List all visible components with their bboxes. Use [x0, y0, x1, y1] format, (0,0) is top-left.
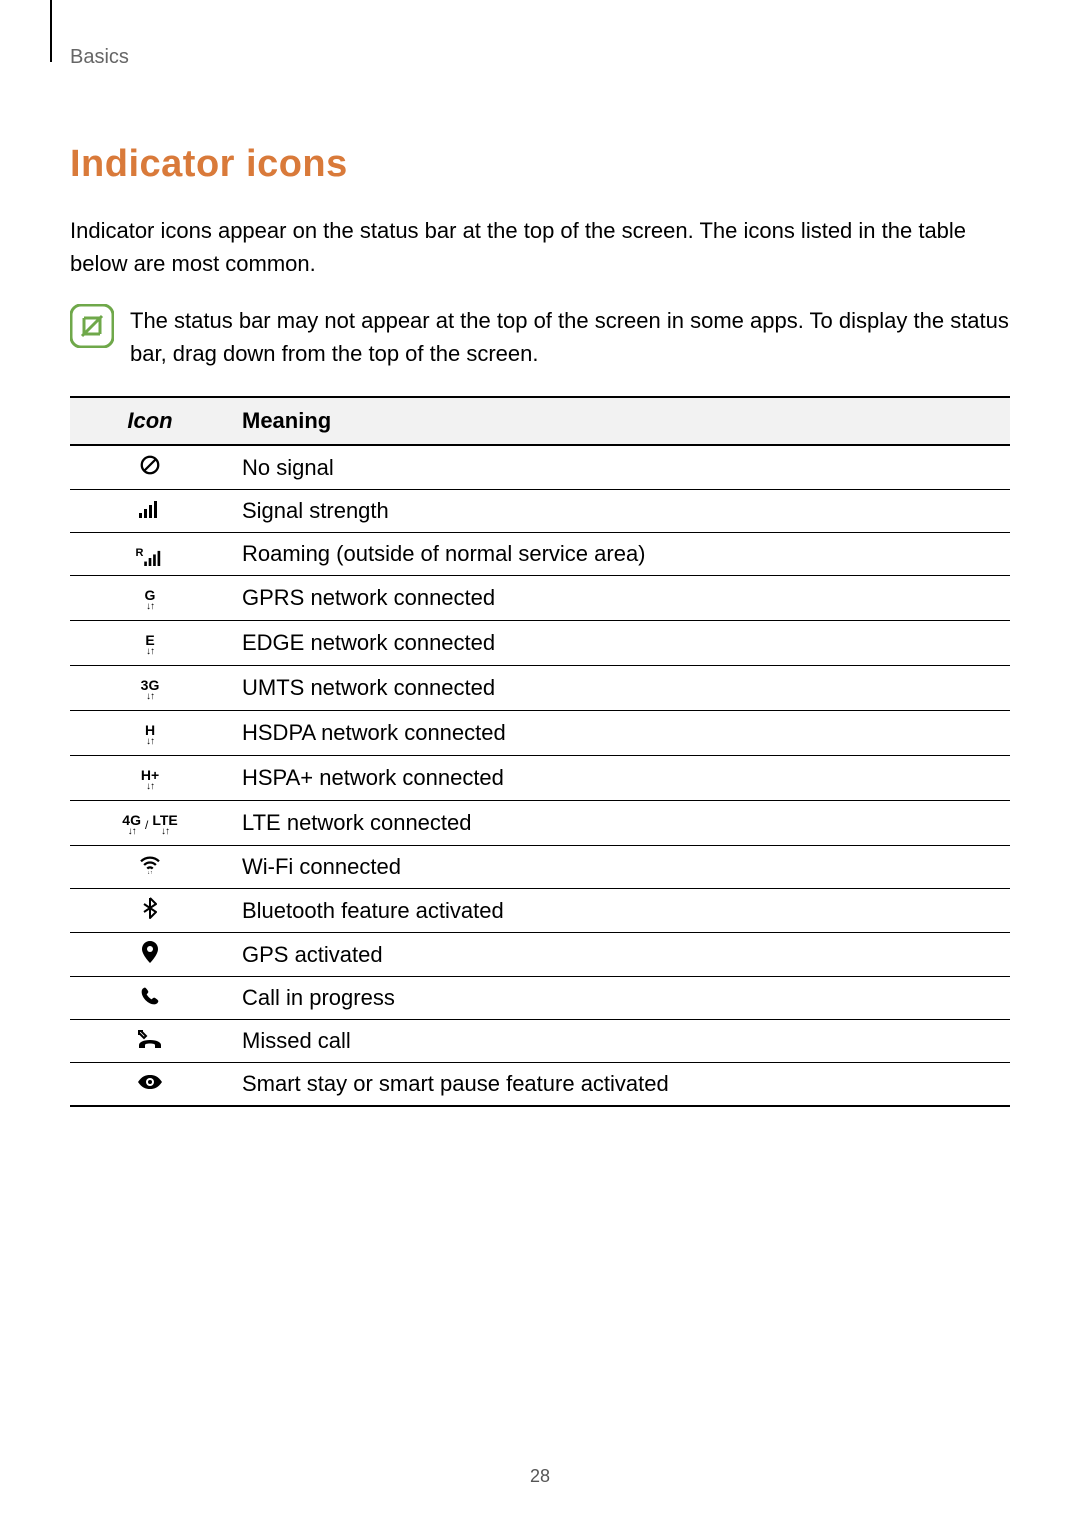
bluetooth-icon [70, 889, 230, 933]
missed-call-icon [70, 1020, 230, 1063]
meaning-cell: GPS activated [230, 933, 1010, 977]
meaning-cell: GPRS network connected [230, 576, 1010, 621]
table-row: G↓↑ GPRS network connected [70, 576, 1010, 621]
hsdpa-icon: H↓↑ [70, 711, 230, 756]
meaning-cell: Bluetooth feature activated [230, 889, 1010, 933]
intro-text: Indicator icons appear on the status bar… [70, 214, 1010, 280]
table-row: No signal [70, 445, 1010, 490]
table-row: Bluetooth feature activated [70, 889, 1010, 933]
meaning-cell: UMTS network connected [230, 666, 1010, 711]
gprs-icon: G↓↑ [70, 576, 230, 621]
no-signal-icon [70, 445, 230, 490]
meaning-cell: Roaming (outside of normal service area) [230, 533, 1010, 576]
umts-icon: 3G↓↑ [70, 666, 230, 711]
table-row: 4G↓↑ / LTE↓↑ LTE network connected [70, 801, 1010, 846]
wifi-icon: ↓↑ [70, 846, 230, 889]
hspa-plus-icon: H+↓↑ [70, 756, 230, 801]
signal-strength-icon [70, 490, 230, 533]
table-row: R Roaming (outside of normal service are… [70, 533, 1010, 576]
table-row: Missed call [70, 1020, 1010, 1063]
meaning-cell: Smart stay or smart pause feature activa… [230, 1063, 1010, 1107]
table-row: Signal strength [70, 490, 1010, 533]
call-in-progress-icon [70, 977, 230, 1020]
meaning-cell: No signal [230, 445, 1010, 490]
smart-stay-icon [70, 1063, 230, 1107]
meaning-cell: EDGE network connected [230, 621, 1010, 666]
chapter-label: Basics [70, 46, 1010, 69]
meaning-cell: LTE network connected [230, 801, 1010, 846]
meaning-cell: Missed call [230, 1020, 1010, 1063]
meaning-cell: Wi-Fi connected [230, 846, 1010, 889]
edge-icon: E↓↑ [70, 621, 230, 666]
section-title: Indicator icons [70, 143, 1010, 186]
note-block: The status bar may not appear at the top… [70, 304, 1010, 370]
indicator-icons-table: Icon Meaning No signal Signal strength [70, 396, 1010, 1107]
table-row: E↓↑ EDGE network connected [70, 621, 1010, 666]
meaning-cell: Call in progress [230, 977, 1010, 1020]
table-header-icon: Icon [70, 397, 230, 445]
table-row: Smart stay or smart pause feature activa… [70, 1063, 1010, 1107]
meaning-cell: HSDPA network connected [230, 711, 1010, 756]
table-row: H↓↑ HSDPA network connected [70, 711, 1010, 756]
note-text: The status bar may not appear at the top… [130, 304, 1010, 370]
meaning-cell: HSPA+ network connected [230, 756, 1010, 801]
page-number: 28 [0, 1466, 1080, 1487]
roaming-icon: R [70, 533, 230, 576]
table-row: 3G↓↑ UMTS network connected [70, 666, 1010, 711]
note-icon [70, 304, 114, 348]
lte-icon: 4G↓↑ / LTE↓↑ [70, 801, 230, 846]
gps-icon [70, 933, 230, 977]
svg-text:↓↑: ↓↑ [147, 870, 152, 874]
table-row: H+↓↑ HSPA+ network connected [70, 756, 1010, 801]
table-row: Call in progress [70, 977, 1010, 1020]
table-header-meaning: Meaning [230, 397, 1010, 445]
table-row: GPS activated [70, 933, 1010, 977]
meaning-cell: Signal strength [230, 490, 1010, 533]
table-row: ↓↑ Wi-Fi connected [70, 846, 1010, 889]
